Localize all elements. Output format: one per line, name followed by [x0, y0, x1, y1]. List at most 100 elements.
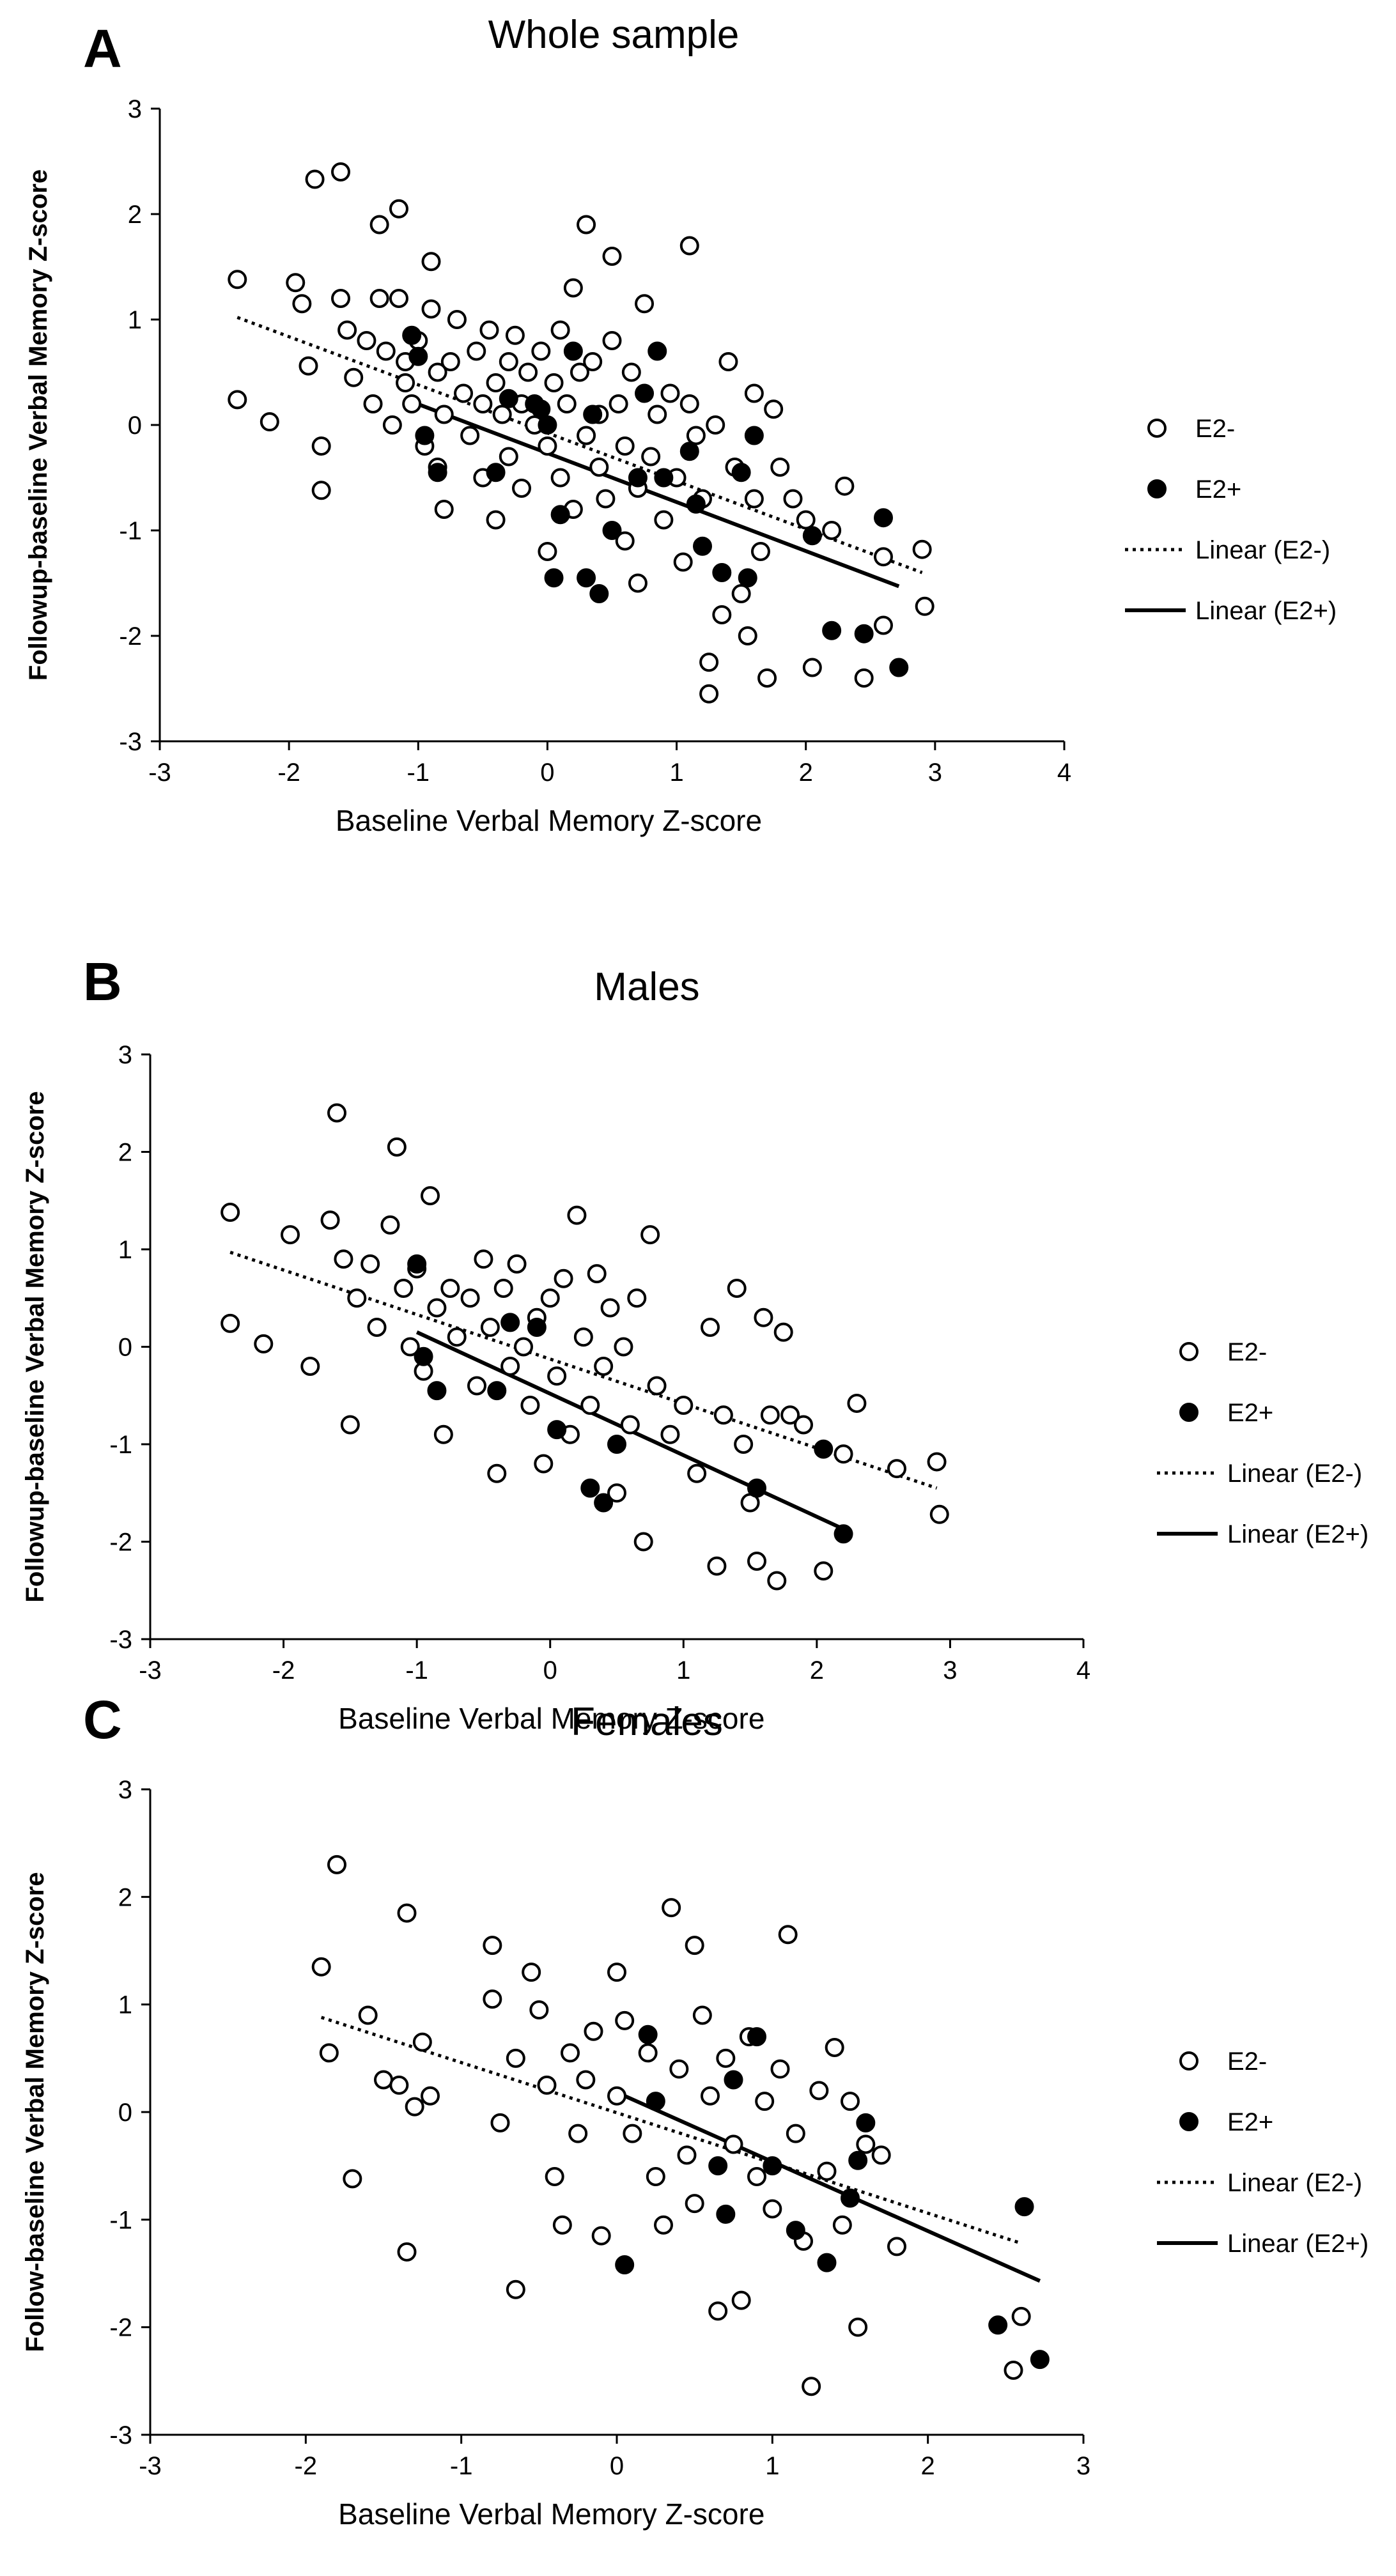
data-point-e2-plus [763, 2156, 782, 2176]
data-point-e2-minus [343, 2169, 362, 2189]
data-point-e2-plus [538, 415, 557, 435]
y-tick-label: -3 [109, 1626, 132, 1654]
data-point-e2-minus [727, 1279, 747, 1298]
data-point-e2-minus [394, 1279, 414, 1298]
data-point-e2-minus [607, 2086, 626, 2106]
data-point-e2-minus [607, 1483, 626, 1503]
data-point-e2-minus [228, 390, 247, 410]
y-tick-label: -3 [109, 2421, 132, 2449]
legend-label-e2-plus: E2+ [1227, 2108, 1273, 2136]
data-point-e2-minus [770, 458, 790, 477]
data-point-e2-minus [856, 2134, 876, 2154]
data-point-e2-plus [427, 1381, 447, 1401]
data-point-e2-plus [550, 505, 570, 525]
data-point-e2-minus [677, 2145, 697, 2165]
data-point-e2-minus [507, 1254, 527, 1274]
data-point-e2-plus [408, 346, 428, 366]
data-point-e2-minus [327, 1103, 346, 1123]
trendline-e2-plus [411, 399, 900, 589]
data-point-e2-plus [563, 341, 583, 361]
panel-letter: A [83, 19, 122, 79]
y-tick-label: -1 [109, 2206, 132, 2234]
data-point-e2-minus [319, 2043, 339, 2063]
y-tick-label: 3 [118, 1776, 132, 1804]
data-point-e2-minus [493, 1279, 513, 1298]
data-point-e2-minus [376, 341, 396, 361]
data-point-e2-minus [460, 1288, 480, 1308]
data-point-e2-minus [460, 426, 480, 445]
data-point-e2-minus [706, 415, 725, 435]
legend-marker-e2-minus [1179, 1342, 1198, 1361]
chart-panel-b: B Males -3 -2 -1 0 1 2 3 4 -3 -2 -1 0 1 2 3 Baseline Verb… [21, 952, 1369, 1735]
data-point-e2-minus [615, 436, 635, 456]
data-point-e2-plus [679, 442, 699, 461]
data-point-e2-minus [480, 1318, 500, 1337]
data-point-e2-minus [724, 2134, 743, 2154]
data-point-e2-minus [814, 1561, 834, 1581]
data-point-e2-plus [607, 1435, 626, 1454]
data-point-e2-minus [421, 252, 441, 272]
data-point-e2-minus [327, 1855, 346, 1874]
x-tick-label: 0 [610, 2452, 624, 2480]
data-point-e2-minus [483, 1936, 502, 1955]
data-point-e2-minus [620, 1415, 640, 1435]
data-point-e2-plus [889, 658, 909, 677]
data-point-e2-plus [848, 2150, 868, 2170]
legend-marker-e2-plus [1179, 2112, 1198, 2131]
x-axis-label: Baseline Verbal Memory Z-score [336, 804, 762, 837]
data-point-e2-minus [583, 352, 603, 371]
x-tick-label: -2 [295, 2452, 318, 2480]
data-point-e2-minus [518, 362, 538, 382]
data-point-e2-minus [1004, 2361, 1023, 2380]
data-point-e2-plus [731, 463, 751, 482]
trendline-e2-minus [320, 2016, 1022, 2245]
data-point-e2-minus [473, 394, 493, 413]
data-point-e2-minus [841, 2092, 860, 2111]
data-point-e2-minus [834, 1444, 853, 1464]
data-point-e2-minus [750, 542, 770, 561]
chart-panel-c: C Females -3 -2 -1 0 1 2 3 -3 -2 -1 0 1 2 3 Baseline Ver… [21, 1690, 1369, 2531]
data-point-e2-minus [773, 1322, 793, 1342]
data-point-e2-minus [623, 2124, 642, 2143]
data-point-e2-plus [527, 1318, 547, 1337]
data-point-e2-plus [580, 1478, 600, 1498]
data-point-e2-minus [499, 447, 518, 467]
legend-marker-e2-plus [1179, 1403, 1198, 1422]
data-point-e2-minus [638, 2043, 658, 2063]
y-tick-label: -2 [109, 1529, 132, 1557]
data-point-e2-plus [822, 621, 842, 640]
data-point-e2-plus [635, 383, 655, 403]
data-point-e2-minus [871, 2145, 891, 2165]
data-point-e2-plus [1030, 2350, 1050, 2370]
data-point-e2-plus [747, 2027, 766, 2047]
y-tick-label: 0 [118, 2099, 132, 2127]
x-tick-label: 2 [921, 2452, 935, 2480]
data-point-e2-minus [447, 310, 467, 329]
y-tick-label: 3 [128, 95, 142, 123]
data-point-e2-minus [802, 2377, 821, 2396]
data-point-e2-minus [479, 320, 499, 340]
data-point-e2-plus [874, 508, 893, 528]
data-point-e2-plus [602, 521, 622, 540]
legend-marker-e2-minus [1179, 2051, 1198, 2071]
data-point-e2-minus [397, 2242, 417, 2262]
y-tick-label: -3 [119, 728, 142, 756]
data-point-e2-minus [747, 1552, 766, 1571]
data-point-e2-plus [499, 389, 518, 408]
data-point-e2-minus [648, 405, 667, 424]
data-point-e2-plus [802, 526, 822, 546]
y-tick-label: 1 [118, 1991, 132, 2019]
y-tick-label: 0 [118, 1334, 132, 1362]
data-point-e2-minus [687, 1463, 707, 1483]
data-point-e2-minus [557, 394, 577, 413]
data-point-e2-minus [778, 1925, 798, 1945]
data-point-e2-plus [415, 426, 435, 445]
data-point-e2-minus [357, 331, 376, 350]
data-point-e2-minus [596, 489, 616, 509]
data-point-e2-minus [361, 1254, 380, 1274]
data-point-e2-minus [686, 426, 706, 445]
data-point-e2-minus [380, 1215, 400, 1235]
data-point-e2-minus [874, 615, 893, 635]
data-point-e2-minus [854, 668, 874, 688]
data-point-e2-minus [505, 325, 525, 345]
